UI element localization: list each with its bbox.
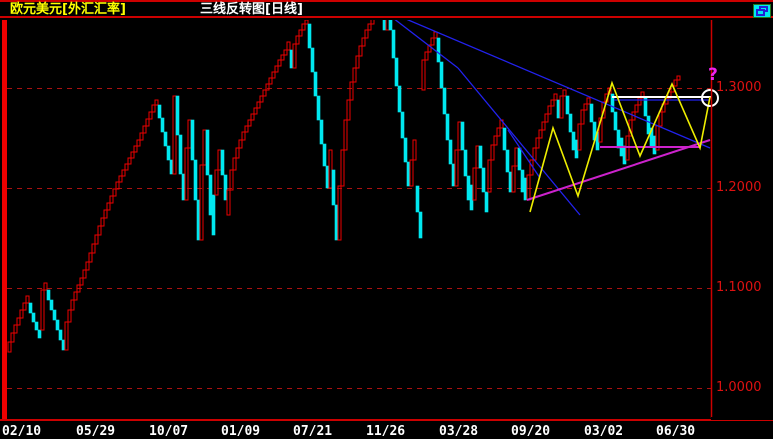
three-line-break-svg	[7, 20, 719, 418]
x-axis-tick-label: 06/30	[656, 424, 696, 439]
x-axis-tick-label: 02/10	[2, 424, 42, 439]
y-axis-tick-label: 1.0000	[716, 380, 762, 395]
chart-plot-area[interactable]	[7, 20, 773, 419]
price-blocks-group	[7, 20, 681, 353]
x-axis-tick-label: 03/28	[439, 424, 479, 439]
x-axis-tick-label: 11/26	[366, 424, 406, 439]
x-axis-tick-label: 09/20	[511, 424, 551, 439]
chart-type-title: 三线反转图[日线]	[200, 2, 303, 17]
symbol-title: 欧元美元[外汇汇率]	[10, 2, 126, 17]
zigzag-group	[529, 80, 711, 213]
x-axis-labels: 02/10 05/29 10/07 01/09 07/21 11/26 03/28 09/20…	[0, 419, 773, 439]
x-axis-tick-label: 01/09	[221, 424, 261, 439]
trendlines-group	[394, 20, 712, 216]
window-titlebar: 欧元美元[外汇汇率] 三线反转图[日线]	[0, 0, 773, 18]
x-axis-tick-label: 10/07	[149, 424, 189, 439]
y-axis-tick-label: 1.1000	[716, 280, 762, 295]
vertical-scrollbar-thumb[interactable]	[2, 20, 7, 419]
x-axis-tick-label: 03/02	[584, 424, 624, 439]
gridlines-group	[7, 88, 711, 389]
x-axis-tick-label: 07/21	[293, 424, 333, 439]
y-axis-tick-label: 1.3000	[716, 80, 762, 95]
window-restore-icon[interactable]	[753, 4, 771, 18]
vertical-scrollbar[interactable]	[1, 20, 7, 419]
marker-group	[701, 89, 719, 107]
window-restore-icon-front	[756, 9, 765, 16]
x-axis-right-gap	[711, 417, 773, 420]
y-axis-tick-label: 1.2000	[716, 180, 762, 195]
x-axis-tick-label: 05/29	[76, 424, 116, 439]
question-mark-annotation: ?	[708, 65, 718, 85]
